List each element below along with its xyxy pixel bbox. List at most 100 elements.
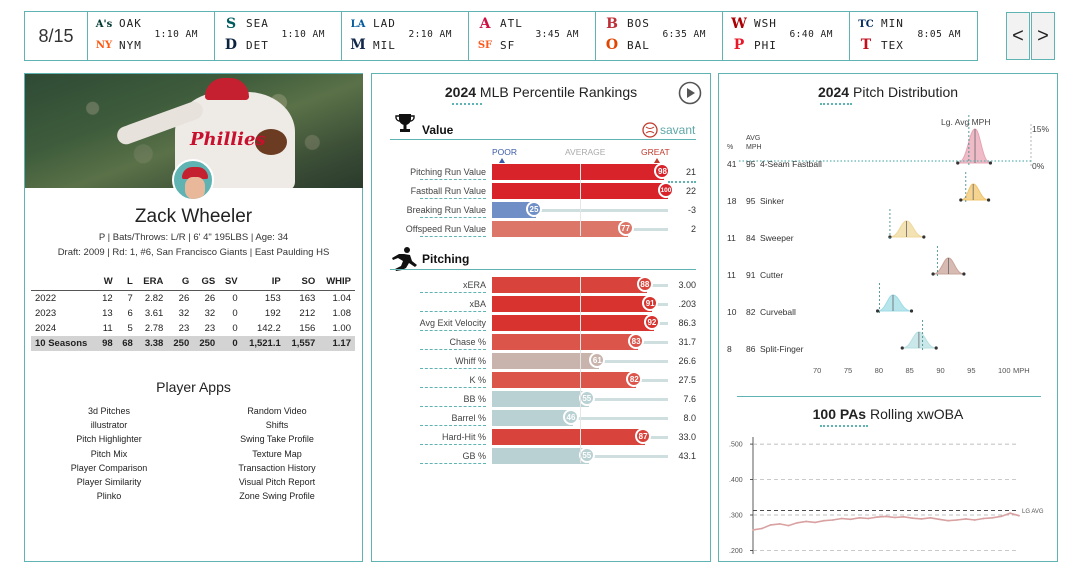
- app-link[interactable]: Shifts: [265, 420, 289, 431]
- percentile-bar: [492, 202, 536, 218]
- sea-logo-icon: S: [225, 16, 237, 32]
- stats-cell: 11: [102, 323, 113, 334]
- game-oak-nym[interactable]: A's NY OAK NYM 1:10 AM: [88, 12, 215, 60]
- game-time: 1:10 AM: [281, 29, 325, 40]
- pitch-pct: 11: [727, 233, 736, 243]
- game-atl-sf[interactable]: A SF ATL SF 3:45 AM: [469, 12, 596, 60]
- percentile-label-text: Breaking Run Value: [406, 205, 486, 215]
- pitch-mph: 95: [746, 196, 756, 206]
- pitch-dist-title-text: Pitch Distribution: [853, 84, 959, 100]
- game-min-tex[interactable]: TC T MIN TEX 8:05 AM: [850, 12, 977, 60]
- col-mph-label: MPH: [746, 144, 762, 151]
- stats-cell: 2024: [35, 323, 57, 334]
- nym-logo-icon: NY: [95, 39, 113, 51]
- percentile-knob: 83: [628, 333, 645, 349]
- tex-logo-icon: T: [860, 37, 872, 53]
- stats-table: W L ERA G GS SV IP SO WHIP 2022 12 7 2.82 26 26 0 153 16…: [31, 273, 355, 351]
- app-link[interactable]: Transaction History: [238, 462, 316, 473]
- stats-cell: 68: [116, 336, 137, 351]
- percentile-label-text: Offspeed Run Value: [405, 224, 486, 234]
- game-wsh-phi[interactable]: W P WSH PHI 6:40 AM: [723, 12, 850, 60]
- stats-cell: 5: [127, 323, 133, 334]
- pitch-density: [957, 128, 991, 164]
- rolling-point: [831, 519, 834, 521]
- app-link[interactable]: Random Video: [247, 406, 307, 416]
- percentile-knob: 88: [636, 276, 653, 292]
- percentile-label-text: Chase %: [449, 337, 486, 347]
- stats-cell: 23: [178, 323, 190, 334]
- percentile-value: 26.6: [678, 356, 696, 366]
- player-info: P | Bats/Throws: L/R | 6' 4" 195LBS | Ag…: [98, 232, 289, 243]
- game-bos-bal[interactable]: B O BOS BAL 6:35 AM: [596, 12, 723, 60]
- rolling-point: [876, 516, 878, 518]
- percentile-knob: 46: [562, 409, 579, 425]
- stats-cell: 1.17: [319, 336, 355, 351]
- percentile-label: K %: [390, 375, 486, 388]
- percentile-bar: [492, 164, 665, 180]
- app-link[interactable]: Player Comparison: [70, 462, 148, 473]
- stats-cell: 212: [299, 308, 316, 319]
- app-link[interactable]: Texture Map: [252, 448, 302, 459]
- pitch-range-dot: [934, 346, 938, 350]
- percentile-bar: [492, 448, 589, 464]
- stats-cell: 3.38: [136, 336, 168, 351]
- stats-header: G: [167, 273, 194, 291]
- pitch-mph: 95: [746, 159, 756, 169]
- stats-cell: 2023: [35, 308, 57, 319]
- stats-cell: 1,557: [284, 336, 320, 351]
- x-tick: 75: [843, 366, 853, 375]
- rolling-point: [814, 521, 816, 524]
- pitch-range-dot: [875, 309, 880, 313]
- savant-link[interactable]: savant: [660, 123, 696, 137]
- percentile-label: Whiff %: [390, 356, 486, 369]
- game-lad-mil[interactable]: LA M LAD MIL 2:10 AM: [342, 12, 469, 60]
- app-link[interactable]: illustrator: [90, 420, 128, 431]
- percentile-label: Pitching Run Value: [390, 167, 486, 180]
- pitch-name: Sweeper: [760, 233, 794, 243]
- pitcher-icon: [392, 247, 417, 271]
- stats-header: [31, 273, 97, 291]
- app-link[interactable]: Visual Pitch Report: [238, 477, 316, 488]
- rolling-point: [929, 516, 932, 519]
- pitch-dist-chart: [739, 115, 1032, 350]
- app-link[interactable]: Pitch Highlighter: [76, 434, 142, 445]
- app-link[interactable]: Swing Take Profile: [240, 434, 314, 445]
- percentile-value: 22: [685, 186, 696, 196]
- stats-cell: 98: [96, 336, 117, 351]
- det-logo-icon: D: [224, 37, 238, 53]
- game-sea-det[interactable]: S D SEA DET 1:10 AM: [215, 12, 342, 60]
- stats-cell: 32: [204, 308, 216, 319]
- rolling-point: [867, 517, 870, 520]
- sf-logo-icon: SF: [477, 39, 493, 51]
- app-link[interactable]: Player Similarity: [76, 477, 142, 488]
- play-icon[interactable]: [678, 81, 702, 105]
- value-divider: [390, 139, 696, 140]
- percentile-value: 21: [685, 167, 696, 177]
- right-divider: [737, 396, 1041, 397]
- scoreboard: 8/15 A's NY OAK NYM 1:10 AM S D SEA DET 1:10 AM LA…: [24, 11, 978, 61]
- percentile-label-text: xERA: [462, 280, 486, 290]
- home-team: SF: [500, 39, 516, 52]
- prev-button[interactable]: <: [1006, 12, 1030, 60]
- rolling-point: [840, 517, 843, 520]
- home-team: DET: [246, 39, 269, 52]
- app-link[interactable]: Pitch Mix: [90, 448, 128, 459]
- percentile-knob: 98: [654, 163, 671, 179]
- game-time: 1:10 AM: [154, 29, 198, 40]
- percentile-knob: 87: [635, 428, 652, 444]
- percentile-label: Hard-Hit %: [390, 432, 486, 445]
- app-link[interactable]: 3d Pitches: [87, 406, 131, 416]
- percentile-label-text: BB %: [463, 394, 486, 404]
- stats-cell: 0: [219, 336, 242, 351]
- rolling-point: [858, 516, 861, 519]
- app-link[interactable]: Zone Swing Profile: [239, 491, 315, 502]
- scoreboard-date[interactable]: 8/15: [25, 12, 88, 60]
- table-row: 10 Seasons 98 68 3.38 250 250 0 1,521.1 1,557 1.1…: [31, 336, 355, 351]
- col-pct-label: %: [727, 144, 734, 151]
- percentile-label: Avg Exit Velocity: [390, 318, 486, 331]
- pitch-range-dot: [922, 235, 926, 239]
- app-link[interactable]: Plinko: [96, 491, 122, 502]
- next-button[interactable]: >: [1031, 12, 1055, 60]
- pitch-range-dot: [988, 161, 993, 165]
- percentile-label-text: Hard-Hit %: [441, 432, 486, 442]
